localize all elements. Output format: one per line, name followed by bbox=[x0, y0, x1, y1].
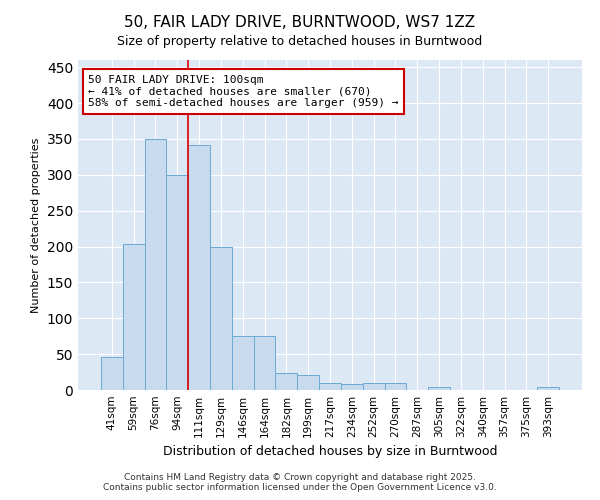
Bar bbox=[275, 373, 297, 390]
Bar bbox=[341, 384, 363, 390]
Bar bbox=[210, 246, 232, 390]
Bar bbox=[254, 336, 275, 390]
X-axis label: Distribution of detached houses by size in Burntwood: Distribution of detached houses by size … bbox=[163, 446, 497, 458]
Text: 50, FAIR LADY DRIVE, BURNTWOOD, WS7 1ZZ: 50, FAIR LADY DRIVE, BURNTWOOD, WS7 1ZZ bbox=[124, 15, 476, 30]
Bar bbox=[188, 146, 210, 390]
Bar bbox=[101, 357, 123, 390]
Text: Size of property relative to detached houses in Burntwood: Size of property relative to detached ho… bbox=[118, 35, 482, 48]
Bar bbox=[537, 387, 559, 390]
Bar bbox=[428, 387, 450, 390]
Bar bbox=[145, 139, 166, 390]
Bar bbox=[385, 383, 406, 390]
Text: Contains HM Land Registry data © Crown copyright and database right 2025.
Contai: Contains HM Land Registry data © Crown c… bbox=[103, 473, 497, 492]
Bar bbox=[232, 336, 254, 390]
Y-axis label: Number of detached properties: Number of detached properties bbox=[31, 138, 41, 312]
Bar bbox=[123, 244, 145, 390]
Bar bbox=[297, 375, 319, 390]
Bar bbox=[319, 383, 341, 390]
Bar bbox=[166, 175, 188, 390]
Text: 50 FAIR LADY DRIVE: 100sqm
← 41% of detached houses are smaller (670)
58% of sem: 50 FAIR LADY DRIVE: 100sqm ← 41% of deta… bbox=[88, 75, 398, 108]
Bar bbox=[363, 383, 385, 390]
